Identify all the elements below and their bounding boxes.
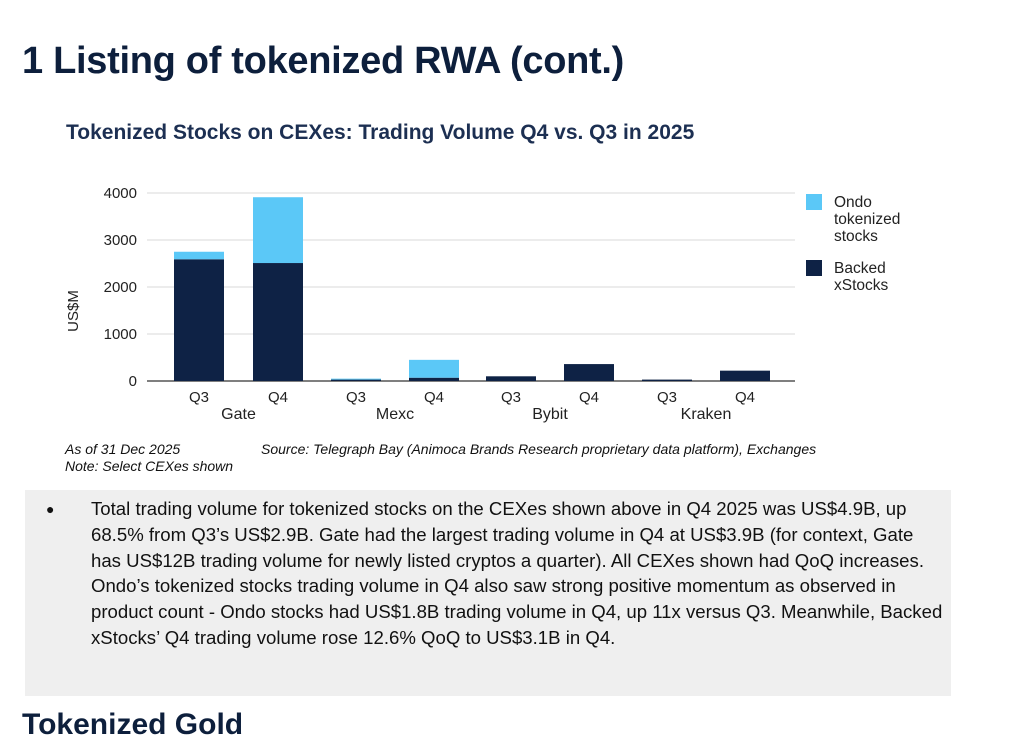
legend-swatch (806, 260, 822, 276)
gridlines (147, 192, 795, 382)
legend: Ondo tokenized stocks Backed xStocks (806, 194, 900, 294)
chart-title: Tokenized Stocks on CEXes: Trading Volum… (66, 121, 695, 144)
bar-segment (174, 259, 224, 381)
x-tick-label: Q4 (268, 389, 288, 406)
bar-segment (331, 379, 381, 381)
x-tick-label: Q3 (657, 389, 677, 406)
y-axis-label: US$M (65, 290, 82, 332)
select-cexes-note: Note: Select CEXes shown (65, 458, 234, 474)
group-label: Mexc (376, 406, 414, 423)
y-tick-label: 3000 (104, 232, 137, 249)
x-tick-labels: Q3 Q4 Q3 Q4 Q3 Q4 Q3 Q4 (189, 389, 755, 406)
y-tick-label: 0 (129, 373, 137, 390)
bar-segment (720, 370, 770, 381)
next-section-heading: Tokenized Gold (22, 708, 244, 741)
source-note: Source: Telegraph Bay (Animoca Brands Re… (261, 441, 817, 457)
bar-segment (642, 379, 692, 381)
summary-box: ● Total trading volume for tokenized sto… (25, 490, 951, 696)
legend-swatch (806, 194, 822, 210)
x-tick-label: Q4 (735, 389, 755, 406)
y-tick-label: 2000 (104, 279, 137, 296)
x-tick-label: Q4 (579, 389, 599, 406)
x-tick-label: Q3 (501, 389, 521, 406)
y-tick-label: 4000 (104, 185, 137, 202)
bar-segment (486, 376, 536, 381)
bar-segment (253, 197, 303, 264)
group-label: Bybit (532, 406, 568, 423)
y-tick-label: 1000 (104, 326, 137, 343)
x-tick-label: Q4 (424, 389, 444, 406)
bar-segment (409, 377, 459, 381)
bar-segment (253, 263, 303, 381)
group-labels: Gate Mexc Bybit Kraken (221, 406, 731, 423)
bars (174, 197, 770, 381)
bar-segment (174, 251, 224, 260)
x-tick-label: Q3 (189, 389, 209, 406)
bar-segment (331, 378, 381, 380)
group-label: Kraken (681, 406, 732, 423)
legend-label: Ondo tokenized stocks (834, 194, 900, 245)
summary-text: Total trading volume for tokenized stock… (91, 498, 943, 648)
as-of-note: As of 31 Dec 2025 (65, 441, 181, 457)
bullet-marker: ● (46, 501, 55, 517)
stacked-bar-chart: 0 1000 2000 3000 4000 Q3 Q4 Q3 Q4 Q3 Q4 Q3 Q4 Gate M… (65, 185, 900, 423)
group-label: Gate (221, 406, 256, 423)
x-tick-label: Q3 (346, 389, 366, 406)
page-title: 1 Listing of tokenized RWA (cont.) (22, 40, 625, 82)
legend-label: Backed xStocks (834, 260, 889, 294)
y-tick-labels: 0 1000 2000 3000 4000 (104, 185, 137, 390)
bar-segment (564, 364, 614, 381)
bar-segment (409, 359, 459, 378)
